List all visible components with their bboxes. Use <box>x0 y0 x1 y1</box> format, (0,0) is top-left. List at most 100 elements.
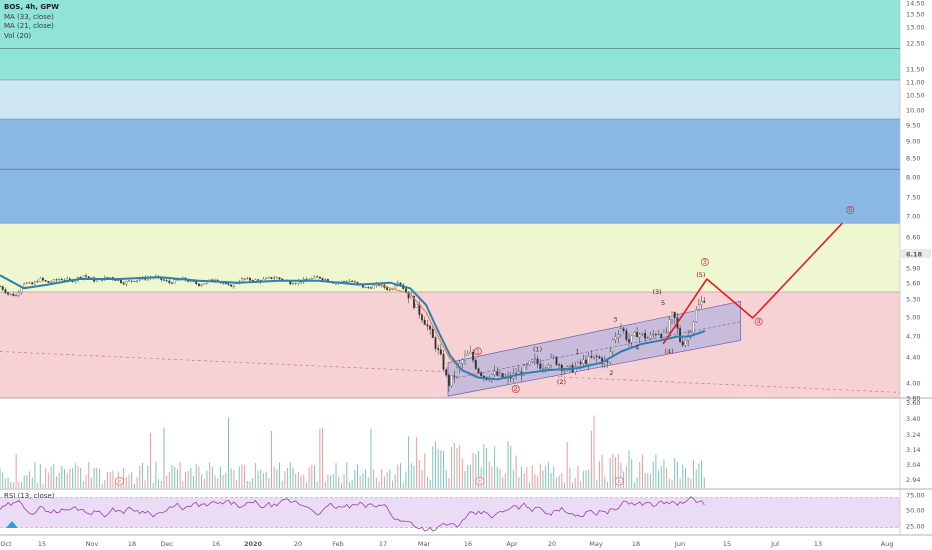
volume-bar <box>609 457 611 488</box>
volume-bar <box>574 478 576 488</box>
candle-body <box>523 365 526 376</box>
volume-bar <box>305 482 307 488</box>
volume-bar <box>644 472 646 488</box>
volume-bar <box>50 466 52 488</box>
volume-bar <box>362 473 364 488</box>
volume-bar <box>292 467 294 488</box>
volume-bar <box>416 437 418 488</box>
volume-bar <box>448 478 450 488</box>
ma21-legend[interactable]: MA (21, close) <box>4 22 54 30</box>
volume-bar <box>658 470 660 488</box>
candle-body <box>95 279 98 282</box>
volume-bar <box>459 445 461 488</box>
volume-bar <box>365 469 367 488</box>
volume-bar <box>585 470 587 488</box>
volume-bar <box>381 469 383 488</box>
volume-bar <box>219 466 221 488</box>
candle-body <box>1 286 4 290</box>
price-tick-19: 11.50 <box>906 66 925 74</box>
candle-body <box>525 364 528 366</box>
volume-bar <box>112 470 114 488</box>
volume-bar <box>2 472 4 488</box>
volume-bar <box>308 467 310 488</box>
volume-bar <box>203 478 205 488</box>
candle-body <box>469 351 472 355</box>
price-tick-0: 3.80 <box>906 395 920 403</box>
volume-bar <box>628 450 630 488</box>
volume-bar <box>370 428 372 488</box>
volume-bar <box>555 477 557 488</box>
time-tick-17: 15 <box>723 540 731 548</box>
volume-bar <box>158 479 160 488</box>
rsi-pane <box>0 496 900 532</box>
volume-bar <box>214 475 216 488</box>
candle-body <box>273 277 276 279</box>
candle-body <box>472 351 475 361</box>
volume-bar <box>343 474 345 488</box>
candle-body <box>450 375 453 386</box>
candle-body <box>270 277 273 279</box>
volume-bar <box>504 473 506 488</box>
volume-bar <box>633 482 635 488</box>
volume-bar <box>408 436 410 488</box>
candle-body <box>7 292 10 295</box>
volume-bar <box>211 466 213 488</box>
candle-body <box>388 289 391 291</box>
volume-bar <box>566 442 568 488</box>
candle-body <box>321 278 324 280</box>
time-tick-6: 2020 <box>244 540 263 548</box>
candle-body <box>415 303 418 308</box>
candle-body <box>15 295 18 297</box>
volume-bar <box>93 468 95 488</box>
volume-bar <box>676 461 678 488</box>
wave-label-12: 3 <box>703 258 707 266</box>
rsi-tick-1: 50.00 <box>906 507 925 515</box>
candle-body <box>611 339 614 353</box>
volume-bar <box>650 473 652 488</box>
volume-bar <box>507 440 509 488</box>
volume-bar <box>332 474 334 488</box>
volume-legend[interactable]: Vol (20) <box>4 31 32 40</box>
candle-body <box>576 361 579 367</box>
volume-bar <box>639 462 641 488</box>
zone-0 <box>0 0 900 80</box>
candle-body <box>681 341 684 346</box>
volume-bar <box>550 472 552 488</box>
volume-bar <box>209 462 211 488</box>
volume-bar <box>174 466 176 488</box>
candle-body <box>539 363 542 369</box>
volume-bar <box>195 463 197 488</box>
candle-body <box>410 296 413 299</box>
candle-body <box>195 281 198 284</box>
candle-body <box>638 334 641 338</box>
ma33-legend[interactable]: MA (33, close) <box>4 12 54 21</box>
volume-bars <box>0 415 705 488</box>
candle-body <box>585 359 587 365</box>
candles <box>0 273 706 392</box>
symbol-title[interactable]: BOS, 4h, GPW <box>4 3 59 11</box>
candle-body <box>617 334 620 338</box>
volume-bar <box>270 431 272 488</box>
volume-bar <box>163 427 165 488</box>
price-tick-4: 5.00 <box>906 314 920 322</box>
volume-bar <box>133 483 135 488</box>
candle-body <box>542 368 544 370</box>
candle-body <box>431 329 434 338</box>
volume-bar <box>542 470 544 488</box>
time-tick-7: 20 <box>294 540 302 548</box>
volume-bar <box>518 477 520 488</box>
volume-bar <box>515 455 517 488</box>
volume-bar <box>227 417 229 488</box>
candle-body <box>117 280 120 282</box>
volume-bar <box>607 481 608 488</box>
volume-bar <box>316 481 318 488</box>
volume-bar <box>499 469 501 488</box>
volume-bar <box>107 471 109 488</box>
rsi-legend[interactable]: RSI (13, close) <box>4 492 55 500</box>
volume-bar <box>529 482 531 488</box>
candle-body <box>544 367 547 369</box>
time-tick-19: 13 <box>814 540 822 548</box>
